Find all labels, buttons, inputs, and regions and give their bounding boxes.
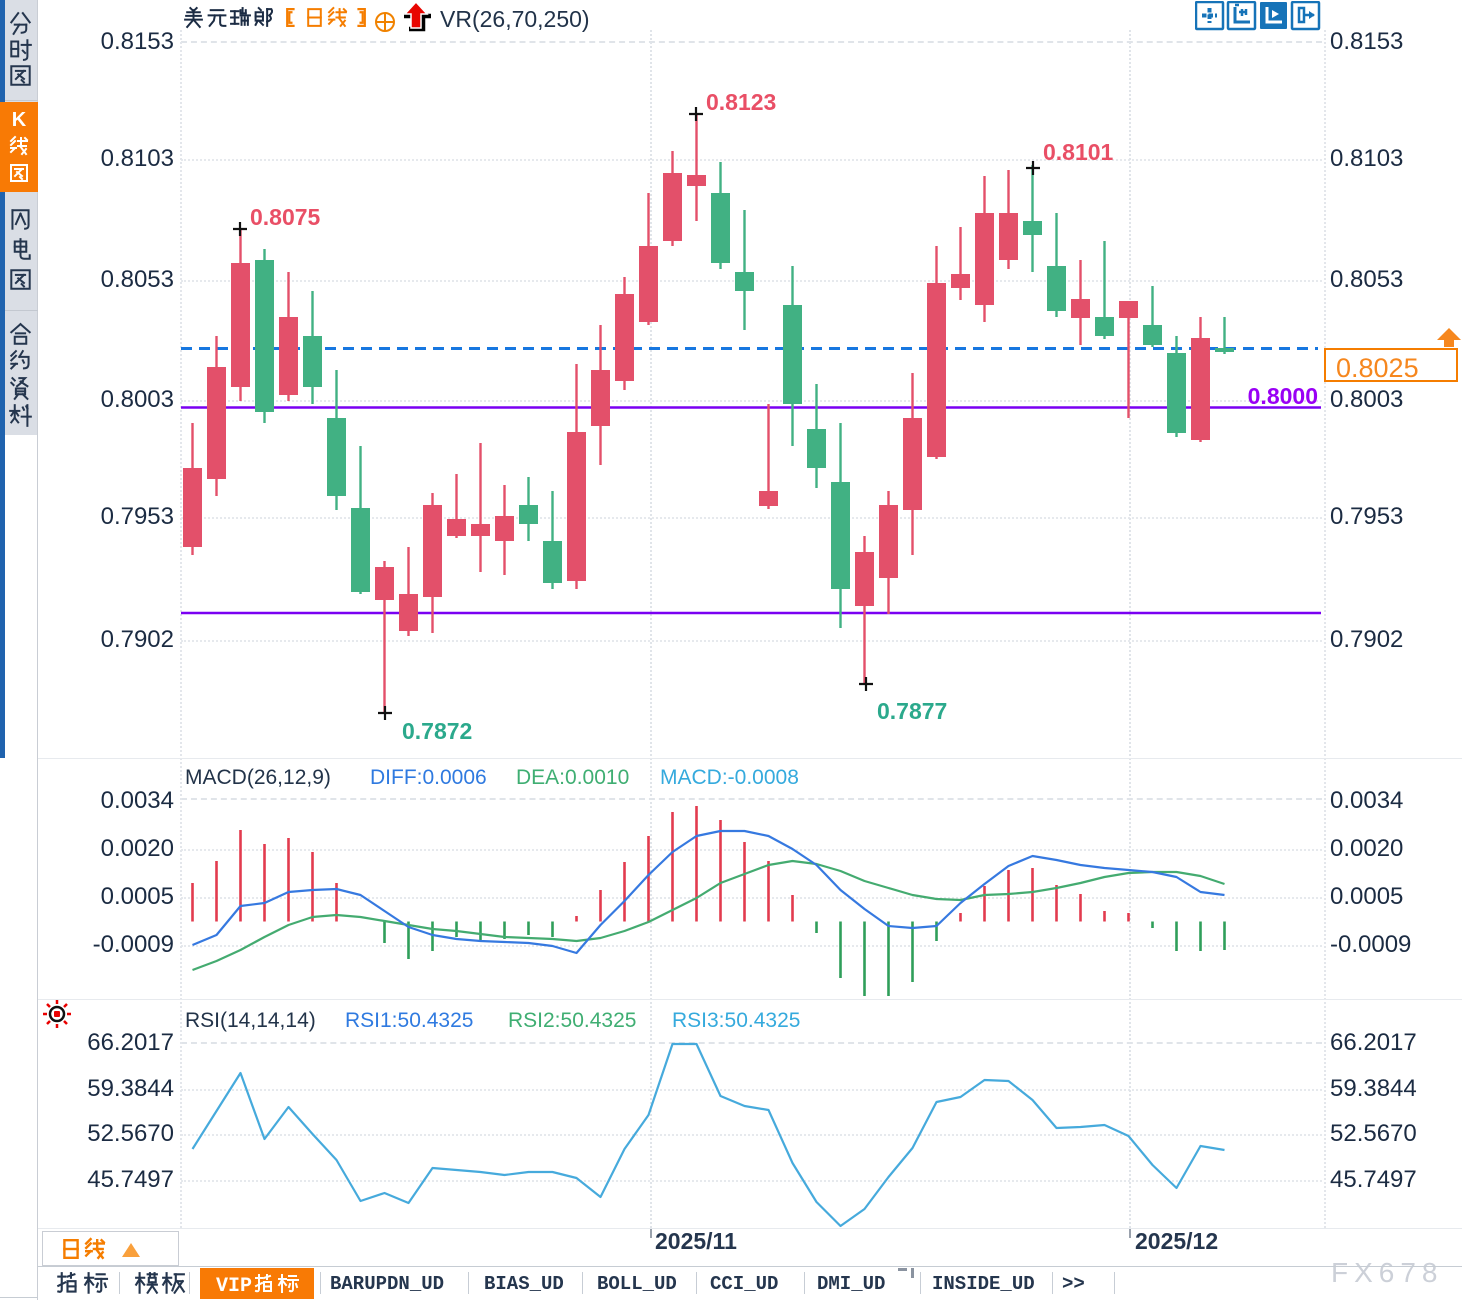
svg-text:K: K — [12, 109, 27, 131]
svg-text:VIP: VIP — [216, 1275, 252, 1298]
